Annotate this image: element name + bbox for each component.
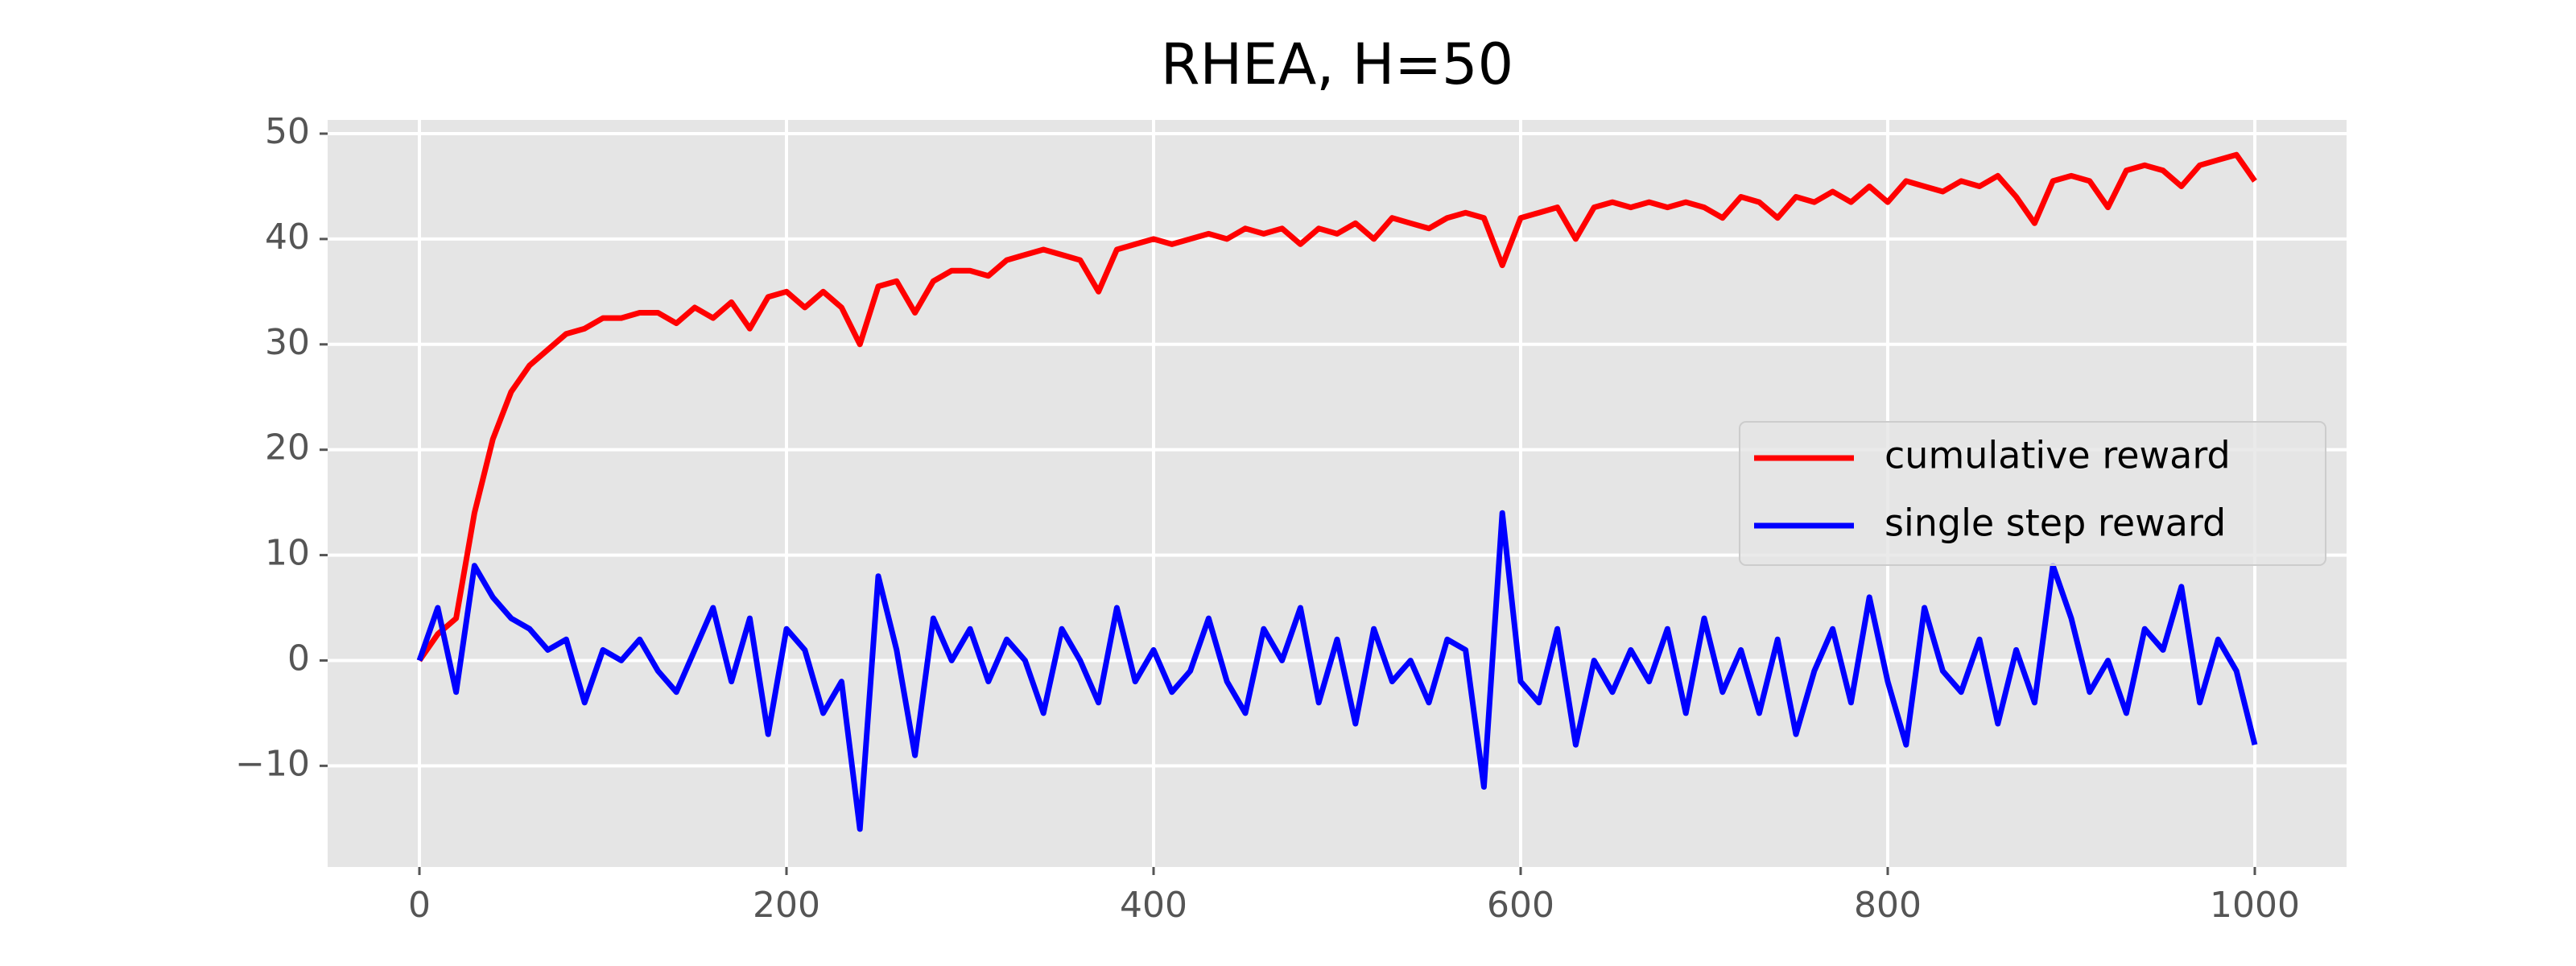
lines <box>416 151 2258 832</box>
grid <box>328 120 2347 867</box>
y-tick-label: 50 <box>265 111 310 152</box>
y-tick-label: 0 <box>287 638 310 679</box>
legend: cumulative reward single step reward <box>1739 421 2326 566</box>
x-tick-label: 0 <box>408 885 431 926</box>
y-tick-label: 30 <box>265 322 310 363</box>
series-line <box>417 151 2257 663</box>
legend-label: cumulative reward <box>1885 434 2231 477</box>
legend-box <box>1739 421 2326 566</box>
series-line <box>416 510 2258 832</box>
y-tick-label: −10 <box>235 743 310 784</box>
y-tick-label: 40 <box>265 217 310 258</box>
x-tick-label: 200 <box>753 885 820 926</box>
x-tick-label: 800 <box>1854 885 1922 926</box>
chart-title: RHEA, H=50 <box>1161 31 1513 97</box>
x-tick-label: 600 <box>1487 885 1554 926</box>
y-tick-label: 10 <box>265 533 310 574</box>
y-tick-label: 20 <box>265 427 310 469</box>
legend-label: single step reward <box>1885 502 2226 545</box>
x-tick-label: 400 <box>1120 885 1187 926</box>
x-tick-label: 1000 <box>2210 885 2300 926</box>
